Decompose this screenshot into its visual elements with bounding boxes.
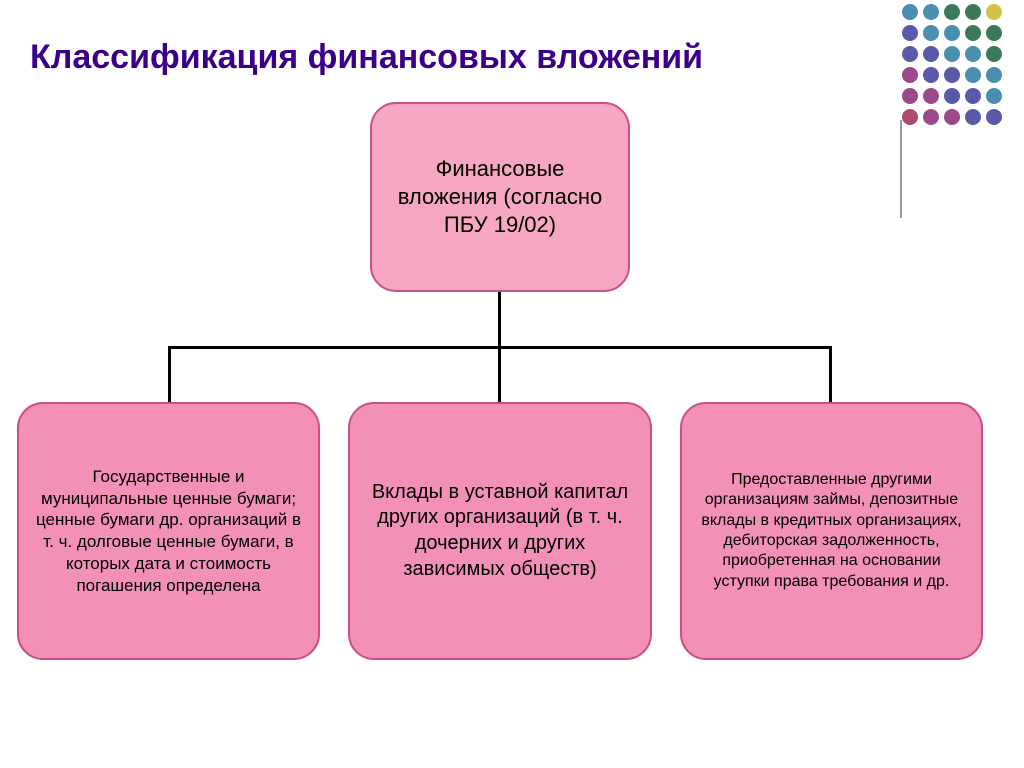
node-root: Финансовые вложения (согласно ПБУ 19/02): [370, 102, 630, 292]
node-child1-text: Государственные и муниципальные ценные б…: [35, 466, 302, 597]
connector-drop1: [168, 346, 171, 402]
connector-drop3: [829, 346, 832, 402]
node-root-text: Финансовые вложения (согласно ПБУ 19/02): [388, 155, 612, 239]
connector-stem: [498, 292, 501, 348]
node-child3-text: Предоставленные другими организациям зай…: [698, 470, 965, 593]
node-child-capital: Вклады в уставной капитал других организ…: [348, 402, 652, 660]
connector-drop2: [498, 346, 501, 402]
node-child-loans: Предоставленные другими организациям зай…: [680, 402, 983, 660]
node-child2-text: Вклады в уставной капитал других организ…: [366, 480, 634, 582]
decorative-line: [900, 120, 902, 218]
node-child-securities: Государственные и муниципальные ценные б…: [17, 402, 320, 660]
